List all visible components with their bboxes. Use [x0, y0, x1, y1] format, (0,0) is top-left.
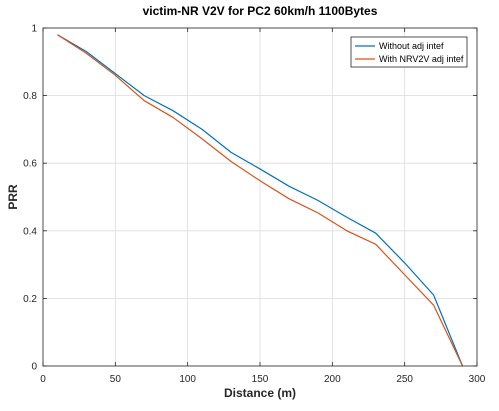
x-tick-label: 300 — [469, 374, 486, 385]
x-tick-label: 200 — [324, 374, 341, 385]
series-line-without-adj-intef — [57, 34, 464, 367]
series-line-with-nrv2v-adj-intef — [57, 34, 464, 367]
series-lines — [57, 34, 464, 367]
legend: Without adj intef With NRV2V adj intef — [350, 36, 468, 68]
x-tick-label: 250 — [396, 374, 413, 385]
x-tick-label: 0 — [40, 374, 46, 385]
x-axis-label: Distance (m) — [224, 386, 296, 400]
y-tick-label: 0.6 — [23, 159, 37, 170]
y-tick-label: 1 — [31, 24, 37, 35]
y-axis-label: PRR — [6, 184, 20, 210]
y-tick-label: 0.4 — [23, 226, 37, 237]
y-tick-label: 0 — [31, 362, 37, 373]
x-tick-label: 150 — [252, 374, 269, 385]
x-tick-label: 50 — [110, 374, 122, 385]
y-tick-label: 0.8 — [23, 91, 37, 102]
y-tick-label: 0.2 — [23, 294, 37, 305]
legend-label-with-nrv2v-adj-intef: With NRV2V adj intef — [379, 54, 464, 64]
legend-box — [350, 36, 468, 68]
legend-label-without-adj-intef: Without adj intef — [379, 41, 444, 51]
x-tick-label: 100 — [179, 374, 196, 385]
ticks: 0 50 100 150 200 250 300 0 0.2 0.4 0.6 0.8 1 — [23, 24, 486, 386]
chart-title: victim-NR V2V for PC2 60km/h 1100Bytes — [143, 4, 378, 18]
